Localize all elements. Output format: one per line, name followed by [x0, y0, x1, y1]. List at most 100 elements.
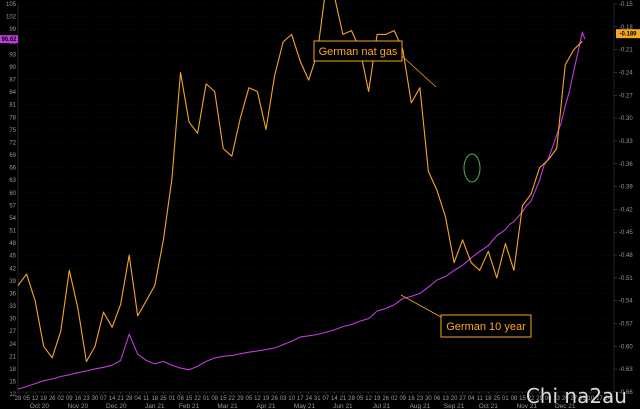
left-tick-label: 75: [9, 128, 16, 134]
last-value-badge-nat-gas: [0, 35, 18, 44]
x-month-label: Feb 21: [179, 403, 200, 409]
x-day-label: 04: [468, 396, 475, 402]
left-tick-label: 72: [9, 140, 16, 146]
x-month-label: Nov 21: [516, 403, 537, 409]
watermark-text: Chi na2au: [526, 384, 627, 408]
x-day-label: 13: [553, 396, 560, 402]
right-tick-label: -0.54: [619, 299, 633, 305]
highlight-ellipse: [463, 153, 481, 183]
x-month-label: May 21: [294, 403, 316, 409]
right-tick-label: -0.36: [619, 162, 633, 168]
left-tick-label: 15: [9, 380, 16, 386]
watermark: Chi na2au: [526, 384, 627, 408]
x-day-label: 01: [203, 396, 210, 402]
right-axis-ticks: -0.15 -0.18 -0.21 -0.24 -0.27 -0.30 -0.33 -0.36…: [614, 2, 633, 396]
x-day-label: 13: [442, 396, 449, 402]
left-tick-label: 81: [9, 103, 16, 109]
x-day-label: 03: [280, 396, 287, 402]
x-day-label: 15: [519, 396, 526, 402]
right-tick-label: -0.57: [619, 322, 633, 328]
right-tick-label: -0.60: [619, 344, 633, 350]
right-tick-label: -0.30: [619, 116, 633, 122]
left-tick-label: 21: [9, 354, 16, 360]
last-value-badges: 96.62 -0.189: [0, 29, 640, 44]
x-day-label: 17: [297, 396, 304, 402]
x-day-label: 27: [570, 396, 577, 402]
right-tick-label: -0.39: [619, 185, 633, 191]
annotation-pointer-10-year: [400, 294, 442, 318]
x-day-label: 16: [75, 396, 82, 402]
series-line-german-10-year: [17, 0, 583, 363]
left-tick-label: 87: [9, 78, 16, 84]
x-day-label: 24: [305, 396, 312, 402]
x-day-label: 10: [588, 396, 595, 402]
x-day-label: 02: [391, 396, 398, 402]
left-axis-ticks: 1051029996939087848178757269666360575451…: [6, 2, 17, 398]
right-tick-label: -0.18: [619, 25, 633, 31]
x-day-label: 06: [434, 396, 441, 402]
x-day-label: 28: [348, 396, 355, 402]
left-tick-label: 99: [9, 27, 16, 33]
x-day-label: 30: [92, 396, 99, 402]
left-tick-label: 30: [9, 317, 16, 323]
x-day-label: 16: [408, 396, 415, 402]
x-day-label: 05: [246, 396, 253, 402]
left-tick-label: 84: [9, 90, 16, 96]
last-value-badge-10-year: [616, 29, 640, 39]
x-month-label: Jun 21: [333, 403, 353, 409]
right-tick-label: -0.33: [619, 139, 633, 145]
left-tick-label: 69: [9, 153, 16, 159]
x-month-label: Dec 20: [106, 403, 127, 409]
right-tick-label: -0.24: [619, 70, 633, 76]
left-tick-label: 27: [9, 329, 16, 335]
x-day-label: 05: [357, 396, 364, 402]
left-tick-label: 102: [6, 15, 17, 21]
left-tick-label: 24: [9, 342, 16, 348]
x-month-label: Aug 21: [410, 403, 431, 409]
x-day-label: 19: [374, 396, 381, 402]
x-day-label: 18: [485, 396, 492, 402]
x-day-label: 08: [177, 396, 184, 402]
left-tick-label: 54: [9, 216, 16, 222]
x-day-label: 27: [459, 396, 466, 402]
x-day-label: 22: [228, 396, 235, 402]
x-day-label: 14: [109, 396, 116, 402]
right-tick-label: -0.27: [619, 93, 633, 99]
annotation-box-nat-gas: [313, 40, 403, 62]
x-day-label: 28: [126, 396, 133, 402]
x-day-label: 26: [271, 396, 278, 402]
x-day-label: 25: [493, 396, 500, 402]
x-month-label: Apr 21: [256, 403, 276, 409]
x-day-label: 12: [32, 396, 39, 402]
x-day-label: 08: [511, 396, 518, 402]
x-day-label: 21: [340, 396, 347, 402]
left-tick-label: 36: [9, 291, 16, 297]
x-day-label: 04: [134, 396, 141, 402]
right-tick-label: -0.63: [619, 367, 633, 373]
left-tick-label: 57: [9, 203, 16, 209]
x-day-label: 31: [314, 396, 321, 402]
x-day-label: 10: [288, 396, 295, 402]
x-day-label: 30: [425, 396, 432, 402]
right-tick-label: -0.15: [619, 2, 633, 8]
x-month-label: Sep 21: [444, 403, 465, 409]
right-tick-label: -0.66: [619, 390, 633, 396]
annotation-label-10-year: German 10 year: [446, 321, 526, 333]
left-tick-label: 90: [9, 65, 16, 71]
x-day-label: 26: [49, 396, 56, 402]
left-tick-label: 51: [9, 229, 16, 235]
x-day-label: 09: [66, 396, 73, 402]
x-day-label: 08: [211, 396, 218, 402]
series-line-german-nat-gas: [17, 31, 586, 390]
x-day-label: 22: [528, 396, 535, 402]
x-day-label: 02: [57, 396, 64, 402]
left-tick-label: 33: [9, 304, 16, 310]
x-day-label: 18: [151, 396, 158, 402]
x-day-label: 26: [382, 396, 389, 402]
x-day-label: 29: [536, 396, 543, 402]
x-day-label: 17: [596, 396, 603, 402]
x-day-label: 24: [605, 396, 612, 402]
x-day-label: 23: [83, 396, 90, 402]
